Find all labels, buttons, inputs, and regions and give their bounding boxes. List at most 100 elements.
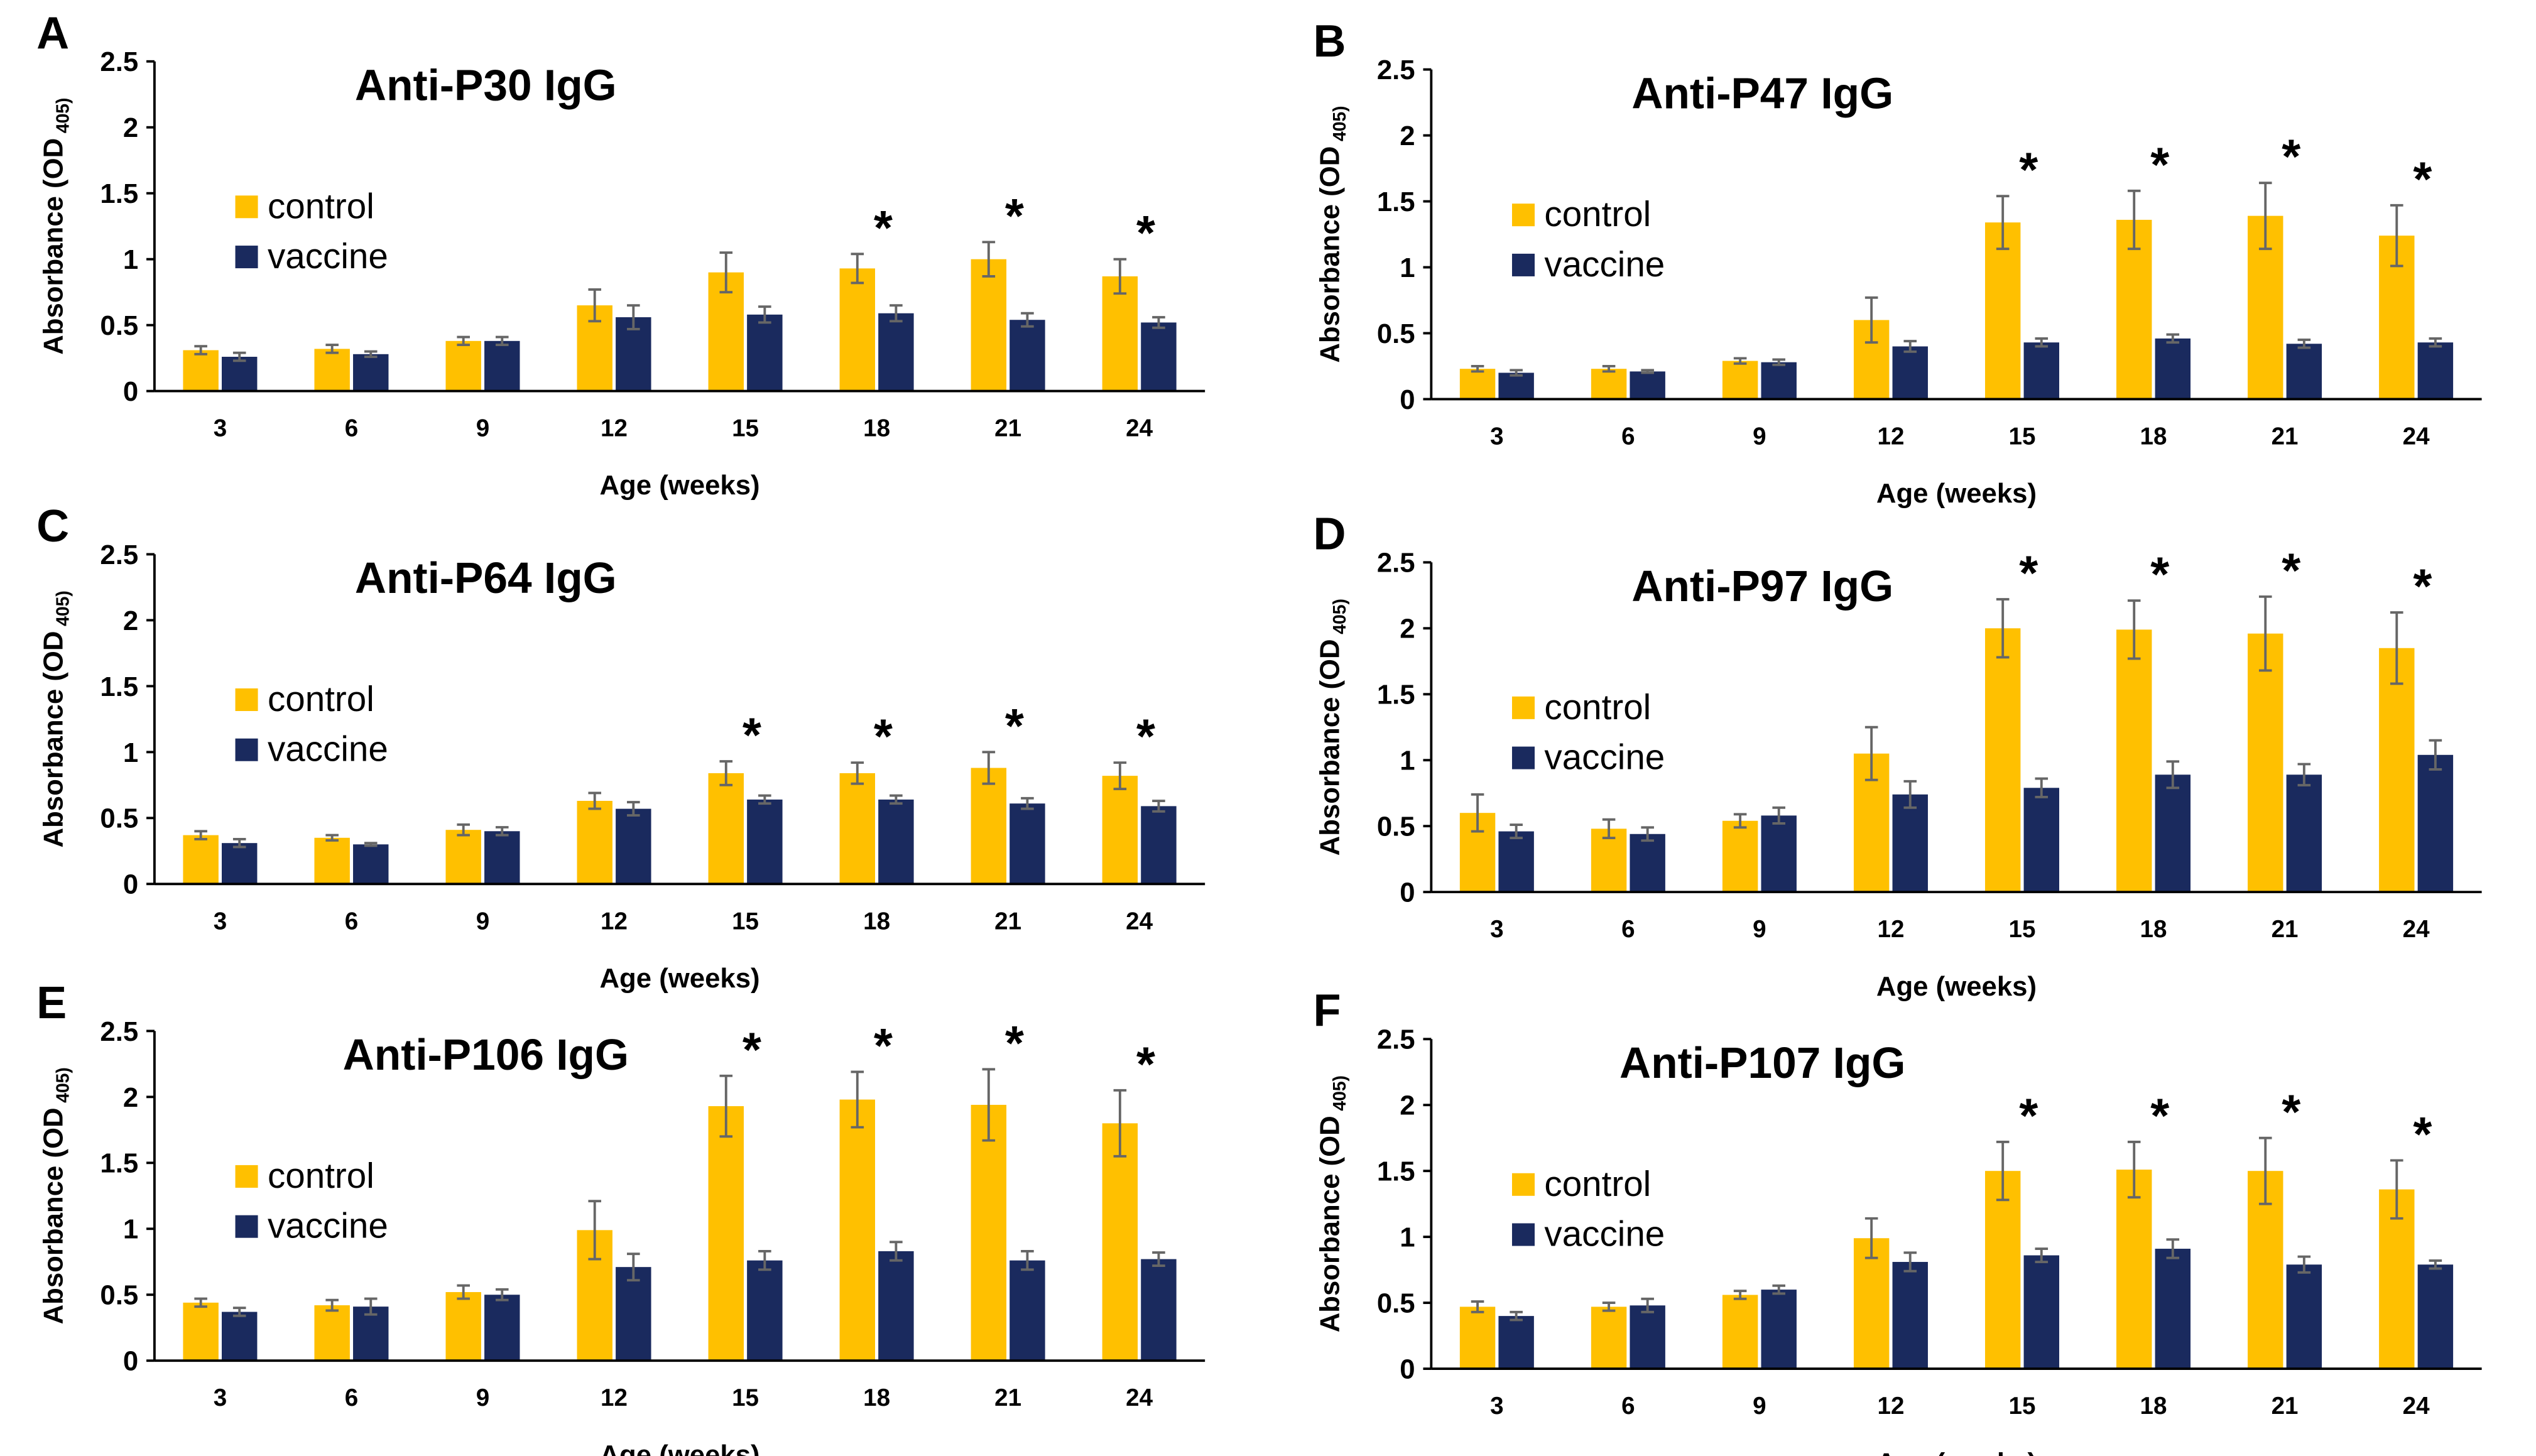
- error-bar: [325, 344, 339, 354]
- x-tick-label: 9: [1753, 423, 1766, 450]
- significance-mark: *: [2413, 1107, 2432, 1161]
- x-axis-label: Age (weeks): [599, 963, 759, 994]
- error-bar: [851, 761, 864, 785]
- bar: [314, 349, 350, 391]
- chart-panel: F Anti-P107 IgG Absorbance (OD 405) Age (wee…: [1314, 986, 2482, 1456]
- bar: [1459, 1307, 1496, 1369]
- bar: [1141, 1259, 1177, 1361]
- chart-title: Anti-P107 IgG: [1619, 1038, 1905, 1087]
- x-tick-label: 3: [214, 1384, 227, 1411]
- significance-mark: *: [874, 201, 893, 255]
- x-tick-label: 18: [863, 415, 890, 442]
- error-bar: [364, 842, 378, 847]
- x-tick-label: 18: [2140, 916, 2167, 943]
- x-tick-label: 12: [601, 908, 628, 935]
- y-tick-label: 1: [1400, 746, 1415, 776]
- error-bar: [2166, 1238, 2180, 1259]
- x-axis-label: Age (weeks): [1876, 1448, 2037, 1456]
- bar: [2417, 342, 2454, 399]
- error-bar: [1510, 369, 1523, 377]
- error-bar: [588, 1200, 602, 1261]
- bar: [1102, 276, 1138, 391]
- error-bar: [2390, 204, 2403, 268]
- chart-title: Anti-P106 IgG: [343, 1030, 629, 1079]
- error-bar: [2297, 339, 2311, 349]
- significance-mark: *: [1005, 1016, 1024, 1070]
- y-tick-label: 0.5: [1377, 1288, 1415, 1319]
- bar: [1141, 806, 1177, 884]
- error-bar: [1996, 1141, 2010, 1202]
- bar: [1761, 1290, 1797, 1369]
- chart-title: Anti-P30 IgG: [355, 61, 617, 110]
- error-bar: [1641, 826, 1654, 842]
- error-bar: [2429, 739, 2442, 771]
- x-tick-label: 24: [2403, 1393, 2430, 1420]
- bar: [222, 1312, 258, 1361]
- bar: [839, 268, 876, 391]
- bar: [747, 799, 783, 884]
- error-bar: [1772, 806, 1785, 825]
- y-tick-label: 0.5: [1377, 812, 1415, 842]
- error-bar: [325, 834, 339, 842]
- error-bar: [457, 335, 470, 347]
- error-bar: [194, 1297, 207, 1308]
- chart-panel: A Anti-P30 IgG Absorbance (OD 405) Age (week…: [36, 8, 1205, 501]
- y-axis-label-sub: 405): [53, 590, 73, 626]
- y-tick-label: 0.5: [100, 310, 138, 341]
- bar: [971, 259, 1007, 391]
- y-tick-label: 1: [1400, 253, 1415, 283]
- bar: [445, 830, 481, 884]
- bar: [1722, 820, 1758, 893]
- x-tick-label: 21: [994, 415, 1021, 442]
- significance-mark: *: [1136, 710, 1155, 764]
- x-tick-label: 12: [601, 415, 628, 442]
- bar: [2417, 1264, 2454, 1369]
- error-bar: [627, 304, 640, 330]
- error-bar: [457, 823, 470, 837]
- panel-letter: B: [1314, 16, 1346, 67]
- x-tick-label: 24: [1126, 415, 1153, 442]
- error-bar: [194, 830, 207, 840]
- panel-letter: C: [36, 501, 69, 551]
- legend-swatch: [235, 246, 258, 269]
- error-bar: [1903, 340, 1917, 353]
- bar: [708, 773, 744, 884]
- x-tick-label: 6: [1621, 423, 1635, 450]
- error-bar: [2258, 595, 2272, 672]
- y-axis-label-sub: 405): [53, 98, 73, 134]
- x-tick-label: 15: [732, 908, 759, 935]
- bar: [747, 1260, 783, 1361]
- bar: [183, 1302, 219, 1361]
- x-tick-label: 24: [2403, 916, 2430, 943]
- bar: [708, 1106, 744, 1361]
- error-bar: [2127, 1141, 2141, 1199]
- error-bar: [758, 305, 771, 324]
- legend-swatch: [235, 1165, 258, 1188]
- x-tick-label: 18: [863, 1384, 890, 1411]
- x-tick-label: 15: [2009, 423, 2036, 450]
- y-axis-label-sub: 405): [53, 1067, 73, 1103]
- error-bar: [890, 1241, 903, 1262]
- bar: [1102, 776, 1138, 884]
- y-axis-label-main: Absorbance (OD: [38, 1107, 68, 1324]
- error-bar: [1021, 1250, 1034, 1271]
- x-tick-label: 15: [732, 1384, 759, 1411]
- error-bar: [2390, 1159, 2403, 1220]
- bar: [2116, 629, 2152, 893]
- error-bar: [495, 1288, 509, 1301]
- x-tick-label: 9: [476, 415, 489, 442]
- bar: [1498, 831, 1534, 893]
- error-bar: [1733, 813, 1747, 829]
- error-bar: [2166, 333, 2180, 344]
- y-axis-label: Absorbance (OD 405): [38, 98, 72, 355]
- error-bar: [232, 1307, 246, 1317]
- significance-mark: *: [2282, 543, 2300, 597]
- y-tick-label: 2: [123, 1082, 138, 1113]
- error-bar: [1996, 598, 2010, 659]
- bar: [1761, 362, 1797, 399]
- error-bar: [1471, 365, 1484, 373]
- y-axis-label-sub: 405): [1329, 106, 1349, 141]
- x-tick-label: 9: [476, 908, 489, 935]
- bar: [183, 835, 219, 884]
- significance-mark: *: [874, 1019, 893, 1073]
